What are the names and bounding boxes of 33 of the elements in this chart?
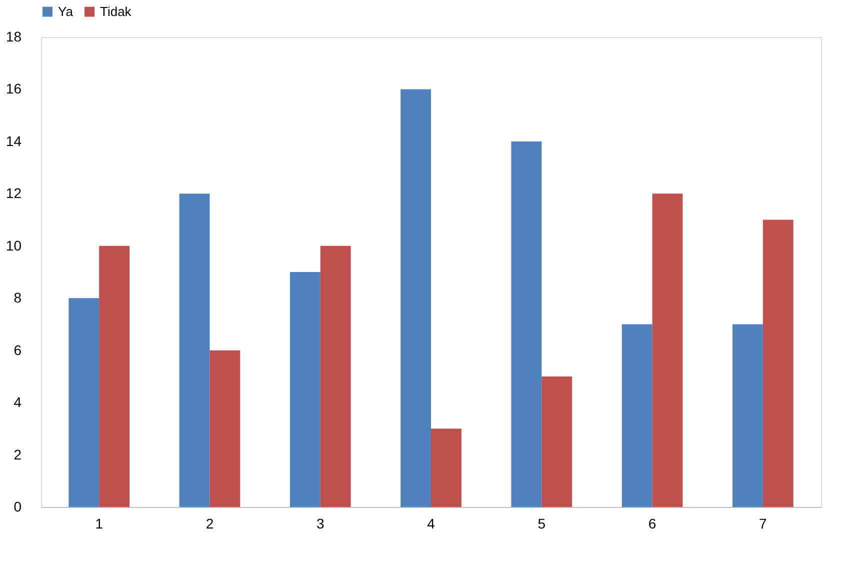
x-tick-label: 2 [206, 516, 214, 532]
y-tick-label: 4 [14, 394, 22, 410]
x-tick-label: 5 [538, 516, 546, 532]
y-tick-label: 10 [6, 237, 22, 254]
bar [400, 89, 431, 507]
y-tick-label: 2 [14, 446, 22, 462]
bar [431, 428, 462, 507]
y-tick-label: 14 [6, 132, 22, 149]
y-tick-label: 18 [6, 28, 22, 44]
x-tick-label: 6 [648, 516, 656, 532]
bar [210, 350, 240, 507]
bar [99, 246, 130, 507]
x-tick-label: 3 [316, 516, 324, 532]
bar [320, 246, 351, 507]
bar [290, 272, 320, 507]
bar [179, 194, 210, 507]
y-tick-label: 0 [14, 498, 22, 514]
legend-label: Tidak [100, 4, 132, 19]
bar [762, 220, 794, 507]
y-tick-label: 16 [6, 80, 22, 97]
legend-label: Ya [58, 4, 74, 19]
y-tick-label: 6 [14, 342, 22, 358]
x-tick-label: 1 [95, 516, 104, 532]
bar [652, 194, 683, 507]
y-tick-label: 12 [6, 185, 22, 202]
bar [511, 141, 542, 507]
bar [68, 298, 100, 507]
x-tick-label: 7 [759, 516, 768, 532]
bar [732, 324, 763, 507]
y-tick-label: 8 [14, 290, 22, 306]
bar [542, 376, 572, 507]
bar [622, 324, 652, 507]
x-tick-label: 4 [427, 516, 436, 532]
